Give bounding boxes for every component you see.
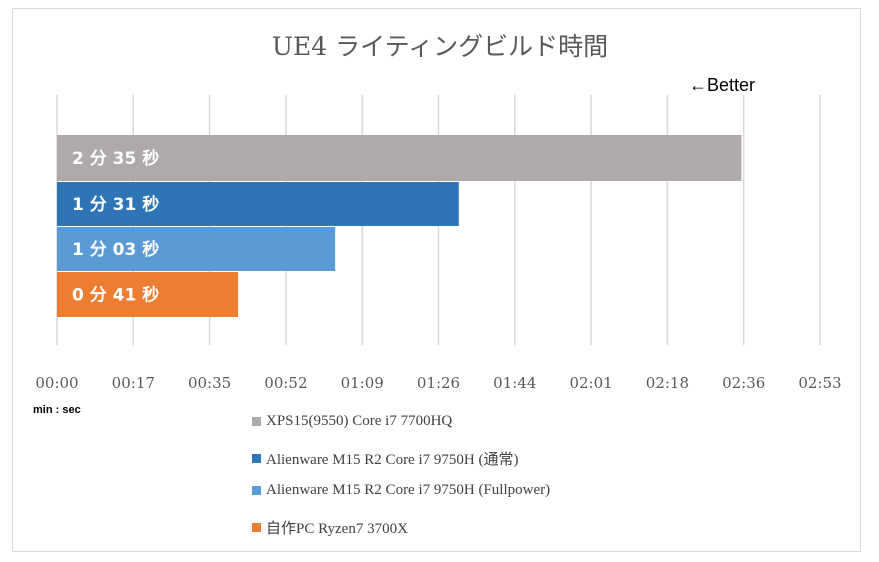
bar — [57, 272, 239, 317]
bar — [57, 227, 336, 271]
x-tick-label: 02:36 — [722, 374, 765, 392]
legend-label: Alienware M15 R2 Core i7 9750H (Fullpowe… — [266, 482, 551, 498]
chart-title: UE4 ライティングビルド時間 — [272, 32, 608, 61]
legend-marker — [252, 486, 261, 495]
x-tick-label: 01:09 — [341, 374, 384, 392]
legend-marker — [252, 522, 261, 532]
legend-item: 自作PC Ryzen7 3700X — [252, 517, 408, 538]
bar — [57, 182, 459, 226]
legend-item: Alienware M15 R2 Core i7 9750H (通常) — [252, 448, 518, 469]
x-tick-label: 02:53 — [798, 374, 841, 392]
legend-marker — [252, 453, 261, 463]
bar — [57, 135, 742, 181]
x-tick-label: 01:44 — [493, 374, 536, 392]
legend-item: Alienware M15 R2 Core i7 9750H (Fullpowe… — [252, 482, 550, 499]
chart-frame — [12, 8, 861, 552]
x-axis-label: min : sec — [33, 404, 81, 416]
x-tick-label: 02:18 — [646, 374, 689, 392]
bar-data-label: 2 分 35 秒 — [72, 148, 159, 169]
legend-marker — [252, 417, 261, 426]
x-tick-label: 00:35 — [188, 374, 231, 392]
legend-label: Alienware M15 R2 Core i7 9750H (通常) — [266, 451, 519, 468]
better-annotation: ←Better — [689, 75, 755, 95]
legend-label: XPS15(9550) Core i7 7700HQ — [266, 413, 453, 429]
x-tick-label: 01:26 — [417, 374, 460, 392]
legend-label: 自作PC Ryzen7 3700X — [266, 520, 408, 537]
bar-data-label: 0 分 41 秒 — [72, 285, 159, 306]
bar-data-label: 1 分 31 秒 — [72, 194, 159, 215]
x-tick-label: 00:17 — [112, 374, 155, 392]
x-tick-label: 02:01 — [569, 374, 612, 392]
legend-item: XPS15(9550) Core i7 7700HQ — [252, 413, 452, 430]
x-tick-label: 00:00 — [35, 374, 78, 392]
bar-data-label: 1 分 03 秒 — [72, 239, 159, 260]
x-tick-label: 00:52 — [264, 374, 307, 392]
